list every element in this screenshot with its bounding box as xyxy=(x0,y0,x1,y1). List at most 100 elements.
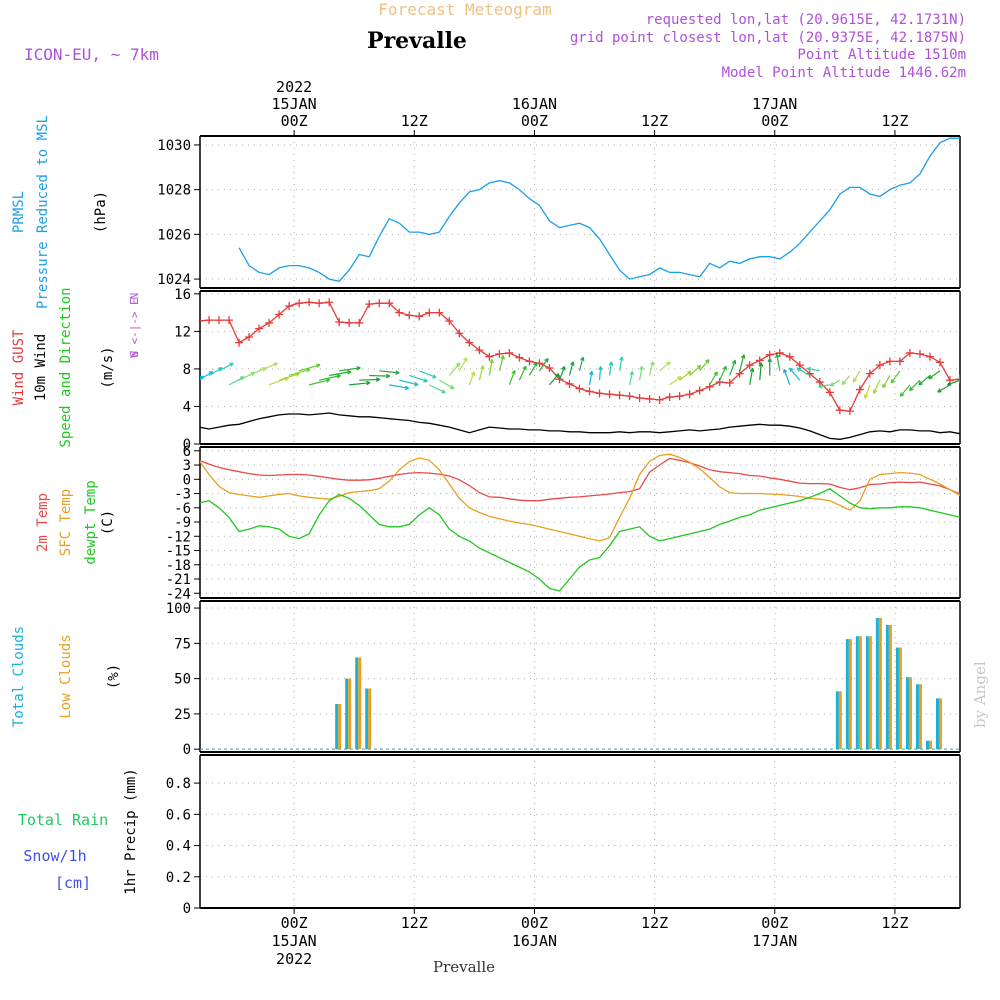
wind-ytick-label: 8 xyxy=(183,362,191,378)
wind-arrow xyxy=(767,358,773,376)
temperature-ytick-label: -12 xyxy=(166,529,191,545)
clouds-ytick-label: 25 xyxy=(174,707,191,723)
precip-ytick-label: 0.2 xyxy=(166,870,191,886)
gust-marker xyxy=(695,386,704,395)
gust-marker xyxy=(375,299,384,308)
temperature-plot-area xyxy=(200,453,960,592)
panel-pressure: 1024 1026 1028 1030 PRMSL Pressure Reduced to… xyxy=(11,115,961,309)
bar-total-clouds xyxy=(855,636,859,750)
wind-arrow xyxy=(598,366,603,381)
label-wind-gust: Wind GUST xyxy=(11,329,27,405)
wind-arrow xyxy=(806,366,820,372)
gust-marker xyxy=(635,394,644,403)
bar-low-clouds xyxy=(938,698,942,750)
gust-marker xyxy=(355,318,364,327)
precip-ytick-label: 0.6 xyxy=(166,807,191,823)
wind-arrow xyxy=(528,361,538,376)
bottom-axis-label: 12Z xyxy=(401,914,428,932)
bar-low-clouds xyxy=(888,624,892,750)
wind-arrow xyxy=(618,356,624,371)
gust-marker xyxy=(235,338,244,347)
gust-marker xyxy=(915,349,924,358)
gust-marker xyxy=(605,390,614,399)
bar-low-clouds xyxy=(338,704,342,750)
compass-west-east: W <-|-> E xyxy=(128,298,141,358)
wind-arrow xyxy=(568,361,575,376)
gust-marker xyxy=(885,357,894,366)
gust-marker xyxy=(265,318,274,327)
wind-arrow xyxy=(329,369,352,377)
bar-total-clouds xyxy=(835,691,839,750)
gust-marker xyxy=(415,312,424,321)
wind-arrow xyxy=(899,384,911,397)
gust-marker xyxy=(725,378,734,387)
clouds-plot-area xyxy=(200,617,960,750)
label-pressure-reduced-to-msl: Pressure Reduced to MSL xyxy=(35,115,51,309)
wind-ytick-label: 16 xyxy=(174,287,191,303)
gust-marker xyxy=(905,348,914,357)
temperature-ytick-label: -24 xyxy=(166,586,191,602)
bar-low-clouds xyxy=(858,636,862,750)
label-low-clouds: Low Clouds xyxy=(58,634,74,718)
bar-low-clouds xyxy=(368,688,372,750)
wind-arrow xyxy=(689,364,702,376)
top-axis-label: 00Z xyxy=(761,112,788,130)
bar-low-clouds xyxy=(908,677,912,750)
gust-marker xyxy=(755,356,764,365)
wind-arrow xyxy=(909,379,921,392)
wind-arrow xyxy=(218,362,234,372)
label-sfc-temp: SFC Temp xyxy=(58,489,74,556)
series-10m-wind xyxy=(200,412,960,440)
wind-unit: (m/s) xyxy=(100,346,116,388)
bar-low-clouds xyxy=(848,639,852,750)
gust-marker xyxy=(475,346,484,355)
wind-arrow xyxy=(359,377,381,382)
wind-arrow xyxy=(918,375,931,386)
gust-marker xyxy=(585,387,594,396)
top-axis-label: 12Z xyxy=(881,112,908,130)
wind-plot-area xyxy=(200,298,960,440)
wind-arrow xyxy=(608,361,614,376)
gust-marker xyxy=(735,369,744,378)
bar-low-clouds xyxy=(358,657,362,750)
panel-clouds: 0 25 50 75 100 Total Clouds Low Clouds (%) xyxy=(11,600,961,758)
wind-arrow xyxy=(228,376,245,386)
model-altitude: Model Point Altitude 1446.62m xyxy=(722,65,966,81)
panel-wind: 0 4 8 12 16 Wind GUST 10m Wind Speed and Direct… xyxy=(11,287,961,453)
temperature-ytick-label: 3 xyxy=(183,458,191,474)
gust-marker xyxy=(365,300,374,309)
gust-marker xyxy=(275,310,284,319)
clouds-ytick-label: 0 xyxy=(183,742,191,758)
gust-marker xyxy=(565,379,574,388)
gust-marker xyxy=(285,302,294,311)
pressure-ytick-label: 1028 xyxy=(157,183,191,199)
point-altitude: Point Altitude 1510m xyxy=(797,47,966,63)
wind-arrow xyxy=(864,384,871,399)
wind-arrow xyxy=(498,355,505,371)
requested-coordinates: requested lon,lat (20.9615E, 42.1731N) xyxy=(646,12,966,28)
bar-low-clouds xyxy=(838,691,842,750)
wind-arrow xyxy=(789,367,801,381)
precip-ytick-label: 0 xyxy=(183,901,191,917)
wind-arrow xyxy=(399,379,419,387)
gust-marker xyxy=(325,298,334,307)
gust-marker xyxy=(515,353,524,362)
temperature-ytick-label: -6 xyxy=(174,501,191,517)
bar-total-clouds xyxy=(925,740,929,750)
gust-marker xyxy=(815,378,824,387)
compass-north: N xyxy=(128,293,141,300)
gust-marker xyxy=(615,391,624,400)
wind-ytick-label: 0 xyxy=(183,437,191,453)
wind-arrow xyxy=(349,380,371,386)
bar-total-clouds xyxy=(895,647,899,750)
bottom-axis-label: 00Z xyxy=(761,914,788,932)
gust-marker xyxy=(345,318,354,327)
bar-total-clouds xyxy=(845,639,849,750)
gust-marker xyxy=(645,394,654,403)
wind-arrow xyxy=(649,361,655,376)
gust-marker xyxy=(835,406,844,415)
label-dewpt-temp: dewpt Temp xyxy=(83,480,99,564)
compass-south: S xyxy=(128,351,141,358)
